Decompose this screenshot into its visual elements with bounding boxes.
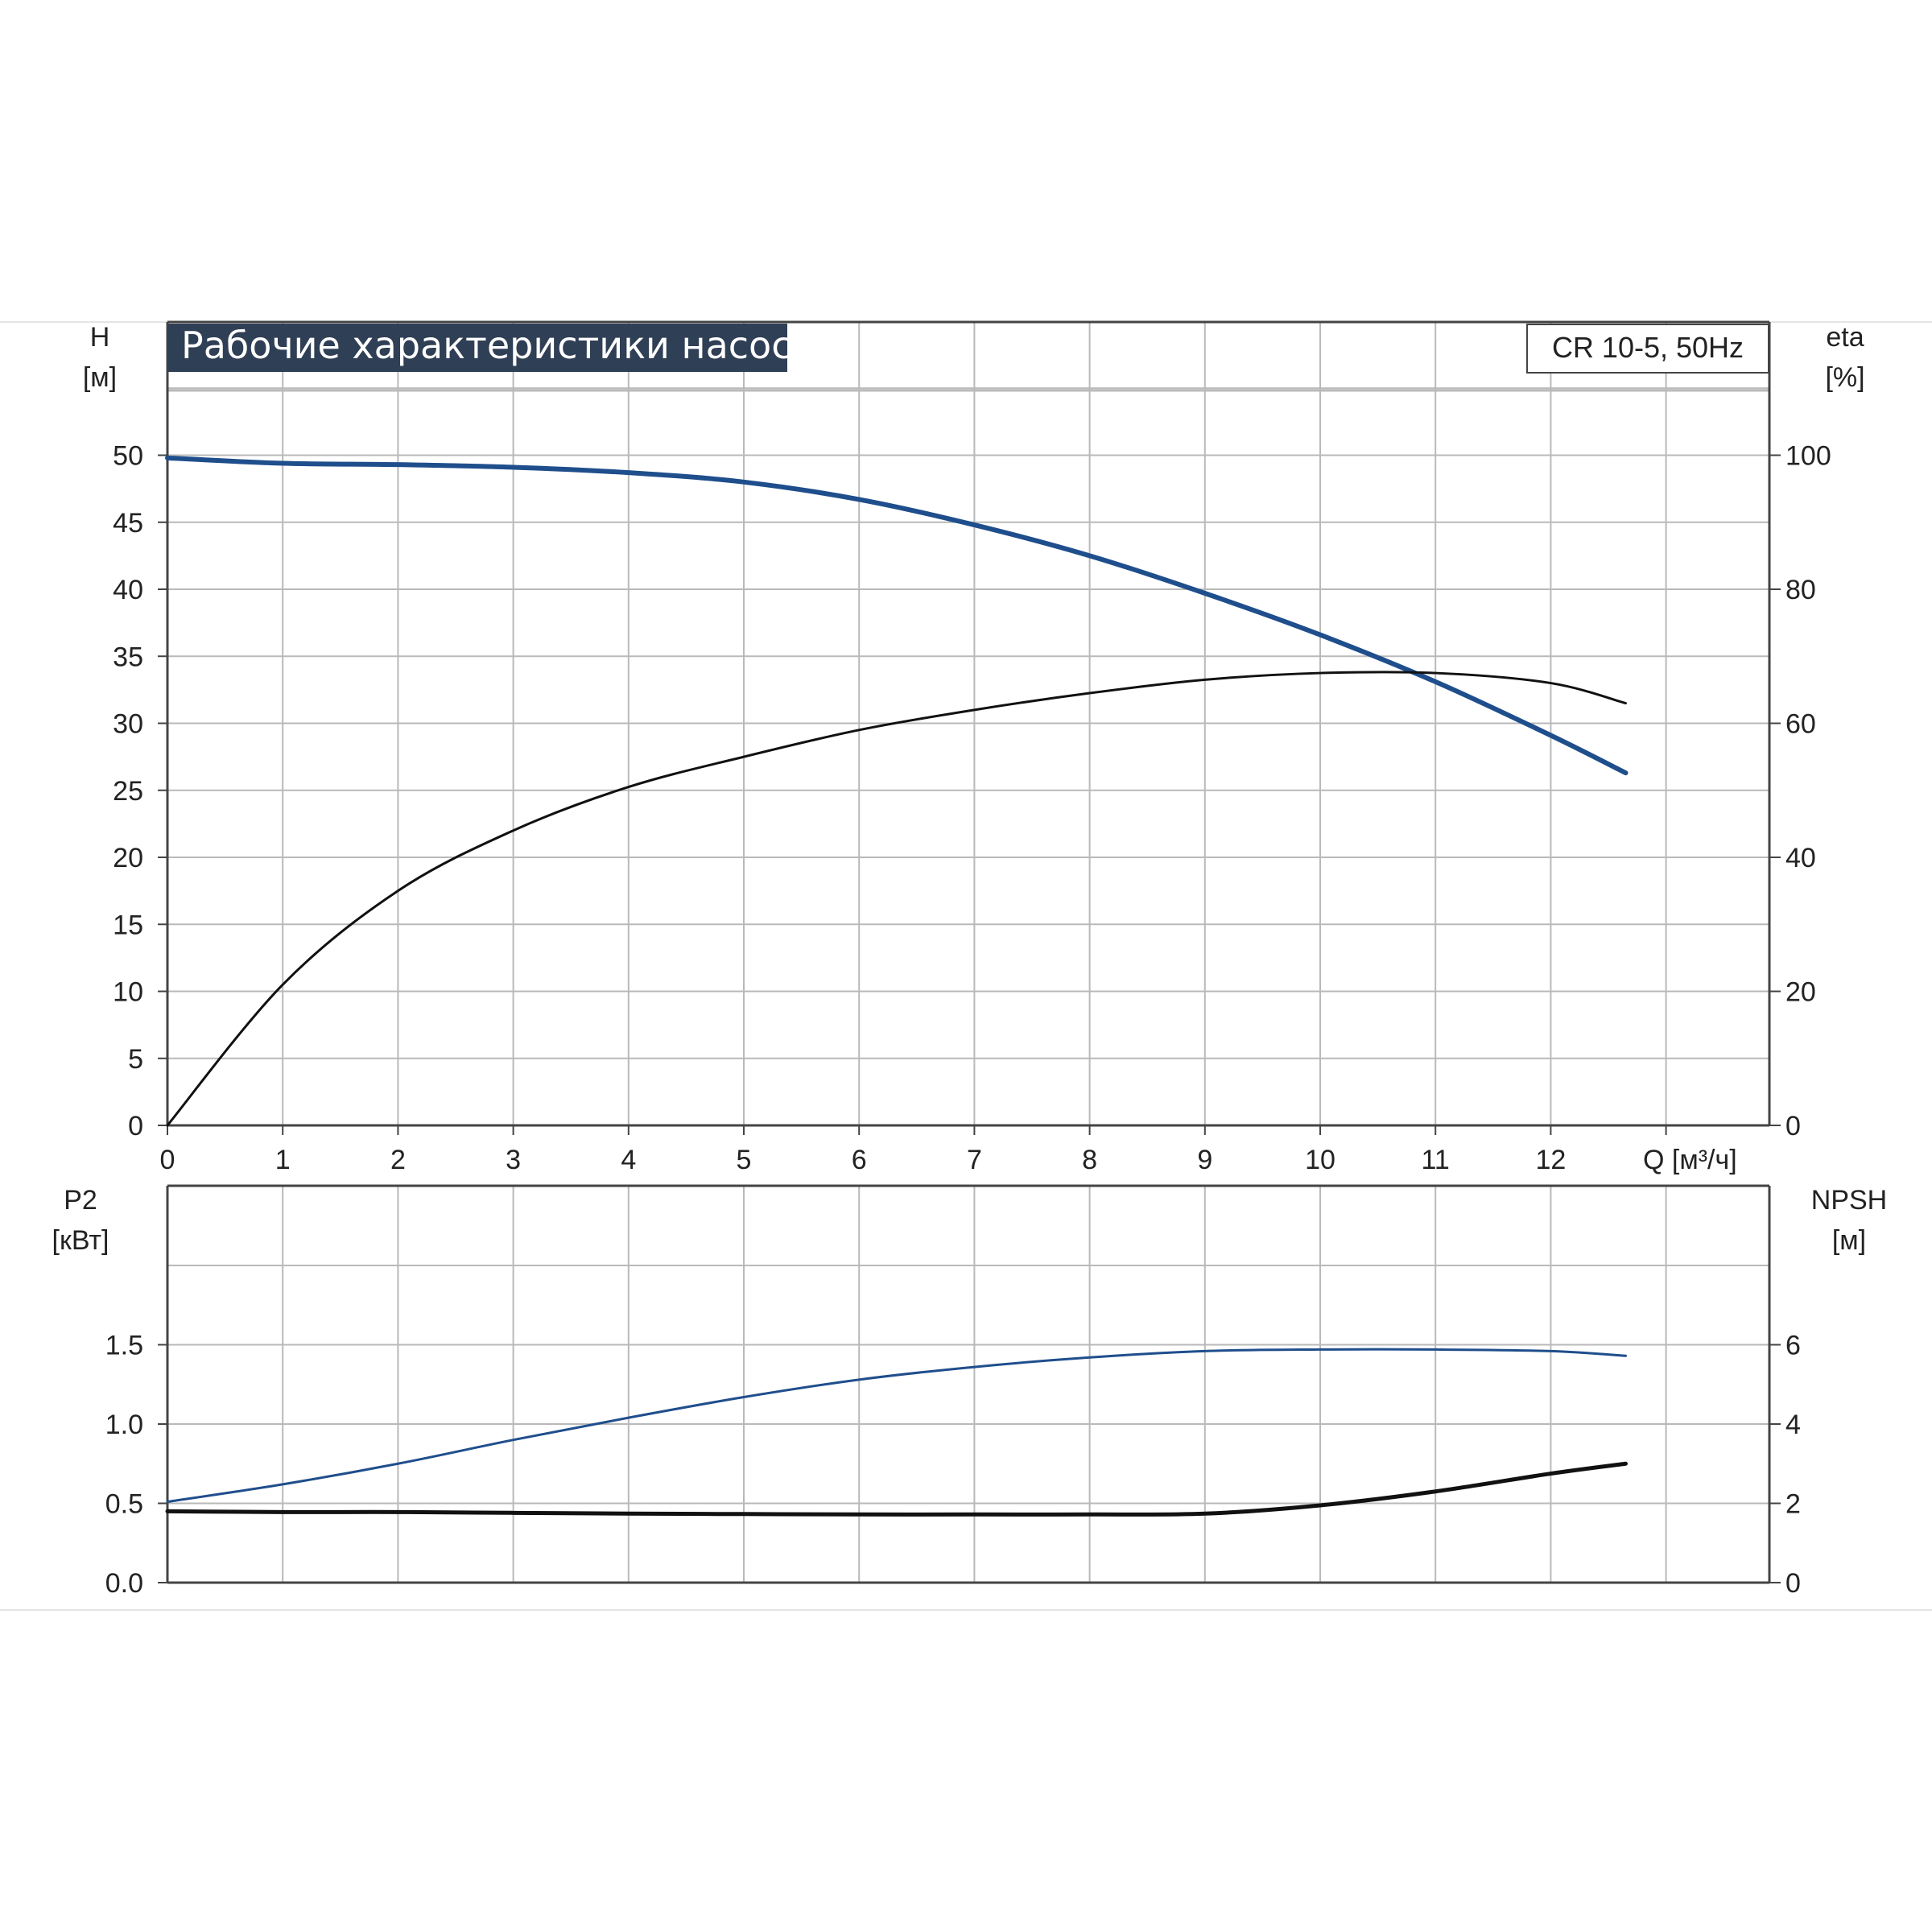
head-right-tick-label: 80 — [1785, 575, 1816, 605]
flow-tick-label: 0 — [160, 1145, 175, 1175]
power-left-tick-label: 0.5 — [105, 1489, 143, 1520]
head-axis-label: H — [90, 322, 110, 353]
head-axis-unit: [м] — [83, 362, 117, 393]
head-right-tick-label: 20 — [1785, 977, 1816, 1008]
head-left-tick-label: 25 — [113, 776, 143, 807]
power-chart-axes — [166, 1184, 1771, 1584]
power-left-tick-label: 1.5 — [105, 1331, 143, 1361]
head-left-tick-label: 15 — [113, 910, 143, 940]
head-left-tick-label: 0 — [128, 1111, 143, 1141]
head-right-tick-label: 60 — [1785, 709, 1816, 740]
flow-tick-label: 9 — [1197, 1145, 1212, 1175]
flow-tick-label: 3 — [506, 1145, 521, 1175]
eta-axis-label: eta — [1826, 322, 1864, 353]
power-right-tick-label: 4 — [1785, 1410, 1801, 1440]
head-right-tick-label: 100 — [1785, 441, 1831, 472]
power-chart-tick-labels: 0.0 0.5 1.0 1.5 0 2 4 6 — [105, 1331, 1801, 1600]
power-chart-grid — [167, 1186, 1769, 1583]
power-right-tick-label: 6 — [1785, 1331, 1801, 1361]
chart-title-box — [167, 324, 787, 372]
head-right-tick-label: 0 — [1785, 1111, 1801, 1141]
flow-tick-label: 12 — [1535, 1145, 1566, 1175]
power-axis-unit: [кВт] — [52, 1225, 109, 1256]
head-series-1-line — [166, 671, 1627, 1127]
power-right-tick-label: 0 — [1785, 1568, 1801, 1599]
flow-tick-label: 11 — [1422, 1145, 1450, 1175]
flow-tick-label: 6 — [852, 1145, 867, 1175]
head-series-0-line — [165, 455, 1629, 776]
head-left-tick-label: 45 — [113, 508, 143, 539]
power-axis-label: P2 — [64, 1185, 97, 1216]
flow-tick-label: 2 — [390, 1145, 406, 1175]
model-label-box — [1526, 324, 1769, 374]
power-left-tick-label: 1.0 — [105, 1410, 143, 1440]
flow-tick-label: 5 — [737, 1145, 752, 1175]
model-label: CR 10-5, 50Hz — [1552, 331, 1744, 364]
head-right-tick-label: 40 — [1785, 843, 1816, 873]
power-series-0-line — [166, 1348, 1627, 1504]
flow-tick-label: 7 — [967, 1145, 982, 1175]
head-left-tick-label: 40 — [113, 575, 143, 605]
flow-tick-label: 10 — [1305, 1145, 1335, 1175]
head-chart-series — [165, 455, 1629, 1127]
npsh-axis-label: NPSH — [1811, 1185, 1887, 1216]
head-left-tick-label: 30 — [113, 709, 143, 740]
head-left-tick-label: 10 — [113, 977, 143, 1008]
flow-tick-label: 4 — [621, 1145, 636, 1175]
power-chart-series — [165, 1348, 1628, 1517]
power-left-tick-label: 0.0 — [105, 1568, 143, 1599]
flow-tick-label: 8 — [1082, 1145, 1097, 1175]
flow-axis-label: Q [м³/ч] — [1643, 1145, 1737, 1175]
power-right-tick-label: 2 — [1785, 1489, 1801, 1520]
npsh-axis-unit: [м] — [1832, 1225, 1866, 1256]
head-left-tick-label: 50 — [113, 441, 143, 472]
power-npsh-chart: 0.0 0.5 1.0 1.5 0 2 4 6 P2 [кВт] NPSH [м] — [52, 1184, 1887, 1600]
power-series-1-line — [165, 1461, 1628, 1517]
eta-axis-unit: [%] — [1825, 362, 1864, 393]
chart-title: Рабочие характеристики насоса — [181, 324, 815, 367]
flow-tick-label: 1 — [275, 1145, 291, 1175]
head-left-tick-label: 20 — [113, 843, 143, 873]
head-left-tick-label: 35 — [113, 642, 143, 672]
head-left-tick-label: 5 — [128, 1044, 143, 1075]
